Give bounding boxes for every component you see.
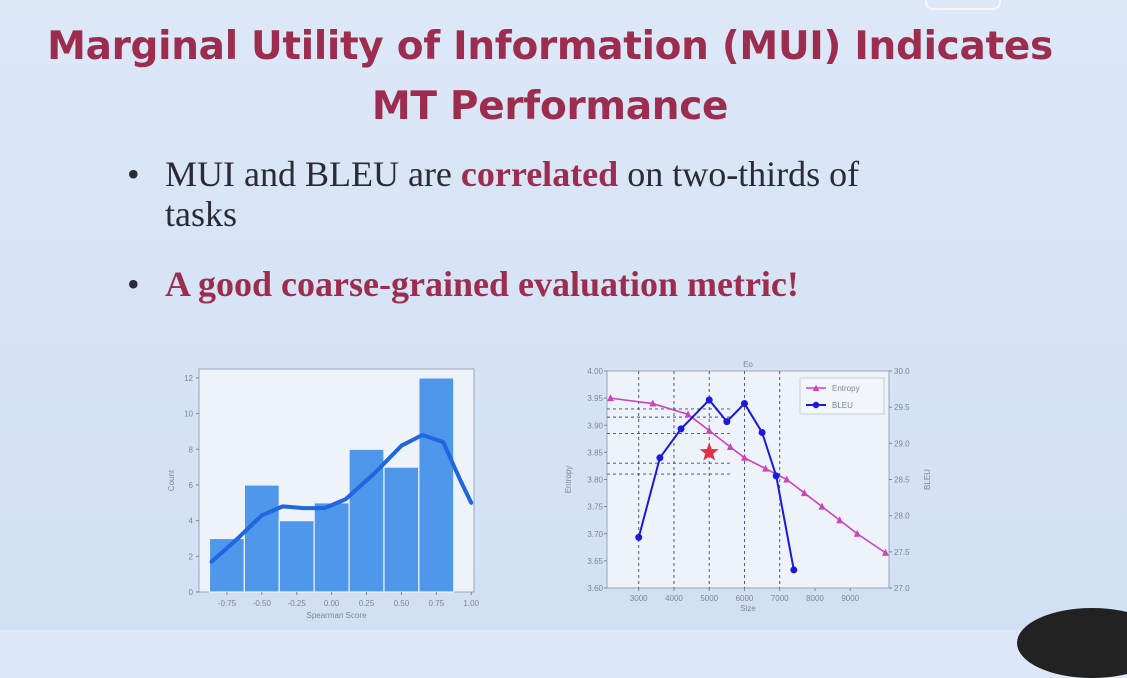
y-right-tick-label: 30.0 [894,367,910,376]
y-right-tick-label: 27.5 [894,548,910,557]
y-axis-label: Count [167,469,176,491]
legend-bleu-marker [812,401,820,409]
x-tick-label: 6000 [736,594,754,603]
kde-curve [209,433,474,564]
y-left-tick-label: 3.65 [587,557,603,566]
x-tick-label: 5000 [700,594,718,603]
highlight-star [699,442,719,461]
bullet1-highlight: correlated [460,154,619,194]
y-tick-label: 6 [189,481,194,490]
legend-box [799,377,885,415]
x-tick-label: 9000 [841,594,859,603]
bleu-marker [723,418,731,426]
y-right-tick-label: 29.5 [894,403,910,412]
entropy-marker [800,489,808,497]
bullet1-text-after: on two-thirds of tasks [165,154,860,234]
y-left-tick-label: 4.00 [587,367,603,376]
entropy-marker [726,442,734,450]
x-axis-label: Size [740,604,756,613]
y-left-tick-label: 3.60 [587,584,603,593]
y-left-tick-label: 3.90 [587,421,603,430]
y-right-tick-label: 28.5 [894,476,910,485]
bullet-metric: • A good coarse-grained evaluation metri… [127,264,965,304]
bullet1-text-before: MUI and BLEU are [165,154,461,194]
bullet-correlated: • MUI and BLEU are correlated on two-thi… [127,154,885,234]
chart-title: Eo [743,360,753,369]
histogram-bar [243,484,280,593]
entropy-marker [649,399,657,407]
bleu-marker [758,428,766,436]
histogram-bar [383,466,420,593]
y-tick-label: 4 [189,517,194,526]
bleu-marker [790,566,798,574]
spearman-histogram-chart: -0.75 -0.50 -0.25 0.00 0.25 0.50 0.75 1.00 0 2 4 6 8… [167,368,480,620]
entropy-marker [853,529,861,537]
legend-entropy-label: Entropy [832,384,860,393]
entropy-marker [818,502,826,510]
y-right-tick-label: 29.0 [894,439,910,448]
y-left-axis-label: Entropy [564,466,573,494]
x-tick-label: 0.25 [359,599,375,608]
x-tick-label: 8000 [806,594,824,603]
y-left-tick-label: 3.95 [587,394,603,403]
y-left-tick-label: 3.70 [587,530,603,539]
x-tick-label: 0.50 [394,599,410,608]
slide-title-line-2: MT Performance [371,84,729,129]
y-right-axis-label: BLEU [923,469,932,490]
y-left-tick-label: 3.80 [587,476,603,485]
entropy-marker [705,426,713,434]
legend-entropy-marker [812,384,820,391]
entropy-bleu-line-chart: 3000 4000 5000 6000 7000 8000 9000 3.60 3.65 3.70… [564,360,932,613]
x-tick-label: -0.50 [253,599,272,608]
y-tick-label: 12 [184,374,193,383]
x-tick-label: 1.00 [463,599,479,608]
entropy-marker [740,453,748,461]
slide-title-line-1: Marginal Utility of Information (MUI) In… [47,24,1053,69]
x-tick-label: 0.00 [324,599,340,608]
x-axis-label: Spearman Score [306,611,367,620]
y-tick-label: 2 [189,552,194,561]
bullet-dot: • [127,264,140,304]
bullet-dot: • [127,154,140,194]
x-tick-label: 4000 [665,594,683,603]
entropy-marker [684,410,692,418]
histogram-bar [278,520,315,593]
bleu-marker [740,400,748,408]
entropy-marker [881,548,889,556]
y-left-tick-label: 3.85 [587,448,603,457]
entropy-marker [607,394,615,402]
entropy-marker [836,516,844,524]
window-tab [925,0,1001,10]
histogram-bar [418,377,455,593]
x-tick-label: 0.75 [429,599,445,608]
y-tick-label: 0 [189,588,194,597]
x-tick-label: -0.25 [288,599,307,608]
x-tick-label: 3000 [630,594,648,603]
bleu-marker [656,454,664,462]
entropy-marker [762,464,770,472]
x-tick-label: -0.75 [218,599,237,608]
bleu-marker [677,425,685,433]
y-tick-label: 10 [184,410,193,419]
x-tick-label: 7000 [771,594,789,603]
y-left-tick-label: 3.75 [587,503,603,512]
bleu-marker [635,533,643,541]
bleu-marker [772,472,780,480]
y-right-tick-label: 28.0 [894,512,910,521]
bullet2-text: A good coarse-grained evaluation metric! [165,264,799,304]
entropy-marker [783,475,791,483]
y-right-tick-label: 27.0 [894,584,910,593]
y-tick-label: 8 [189,445,194,454]
legend-bleu-label: BLEU [832,401,853,410]
bleu-marker [705,396,713,404]
